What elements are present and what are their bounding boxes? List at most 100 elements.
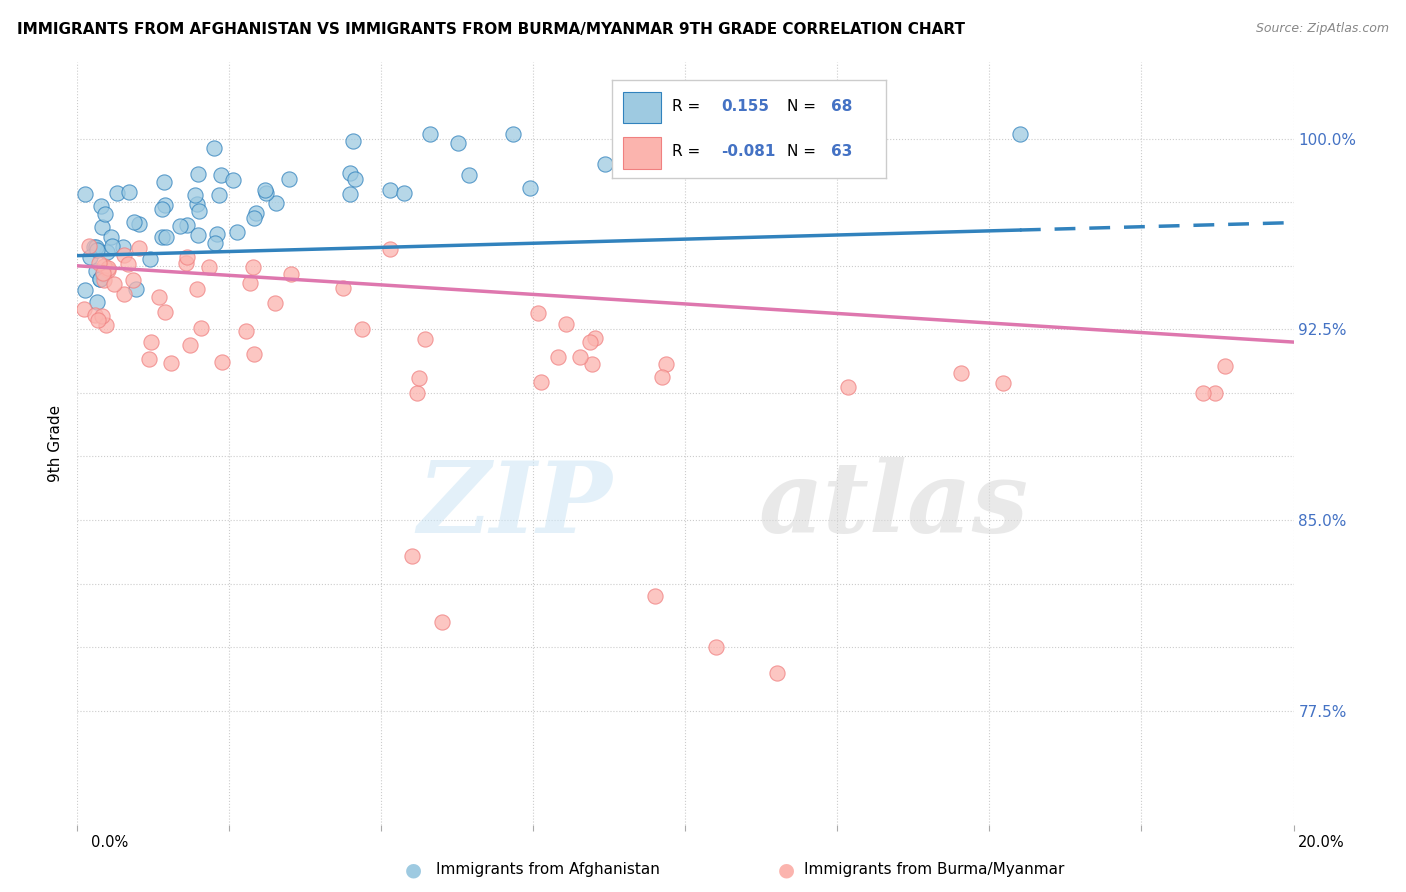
Point <box>226 225 249 239</box>
Point <box>401 549 423 563</box>
Point <box>253 183 276 197</box>
Point <box>91 219 114 234</box>
Point <box>153 304 176 318</box>
Point <box>644 589 666 603</box>
Point <box>569 351 592 365</box>
Point <box>79 250 101 264</box>
Point <box>86 294 108 309</box>
Point <box>530 375 553 389</box>
Point <box>778 127 800 141</box>
Point <box>796 127 818 141</box>
Point <box>837 380 859 394</box>
Point <box>93 259 115 273</box>
Text: -0.081: -0.081 <box>721 145 776 160</box>
Point <box>179 338 201 352</box>
Point <box>765 665 787 680</box>
Point <box>101 239 124 253</box>
Point <box>264 296 287 310</box>
Point <box>1192 385 1215 400</box>
Point <box>188 203 211 218</box>
Bar <box>623 137 661 169</box>
Point <box>190 321 212 335</box>
Point <box>93 273 115 287</box>
Point <box>117 186 139 200</box>
Point <box>704 127 727 141</box>
Point <box>208 188 231 202</box>
Point <box>73 302 96 317</box>
Point <box>91 266 114 280</box>
Point <box>204 235 226 250</box>
Point <box>264 195 287 210</box>
Point <box>87 312 110 326</box>
Point <box>97 260 120 275</box>
Point <box>211 354 233 368</box>
Point <box>153 198 176 212</box>
Point <box>651 370 673 384</box>
Text: ●: ● <box>778 860 794 880</box>
Point <box>245 206 267 220</box>
Point <box>242 260 264 274</box>
Point <box>661 127 683 141</box>
Point <box>406 385 429 400</box>
Point <box>90 199 112 213</box>
Point <box>519 181 541 195</box>
Point <box>89 271 111 285</box>
Point <box>150 230 173 244</box>
Point <box>527 306 550 320</box>
Text: R =: R = <box>672 145 704 160</box>
Point <box>122 273 145 287</box>
Point <box>148 290 170 304</box>
Point <box>430 615 453 629</box>
Point <box>91 309 114 323</box>
Point <box>176 250 198 264</box>
Text: 68: 68 <box>831 99 852 114</box>
Point <box>581 357 603 371</box>
Point <box>280 267 302 281</box>
Point <box>1008 127 1031 141</box>
Point <box>152 175 174 189</box>
Point <box>112 248 135 262</box>
Point <box>128 241 150 255</box>
Point <box>83 240 105 254</box>
Point <box>169 219 191 234</box>
Point <box>221 173 243 187</box>
Point <box>128 217 150 231</box>
Point <box>613 127 636 141</box>
Point <box>94 318 117 333</box>
Point <box>96 263 118 277</box>
Text: R =: R = <box>672 99 704 114</box>
Point <box>502 127 524 141</box>
Point <box>408 370 430 384</box>
Point <box>378 183 401 197</box>
Point <box>655 357 678 371</box>
Text: N =: N = <box>787 99 821 114</box>
Point <box>75 283 97 297</box>
Point <box>187 227 209 242</box>
Point <box>243 346 266 360</box>
Point <box>186 282 208 296</box>
Point <box>198 260 221 274</box>
Point <box>100 230 122 244</box>
Point <box>91 267 114 281</box>
Point <box>105 186 128 201</box>
Point <box>205 227 228 241</box>
Point <box>339 187 361 202</box>
Point <box>593 157 616 171</box>
Point <box>704 640 727 655</box>
Point <box>75 187 97 202</box>
Text: 0.0%: 0.0% <box>91 836 128 850</box>
Point <box>94 207 117 221</box>
Point <box>176 218 198 232</box>
Point <box>87 255 110 269</box>
Point <box>239 276 262 290</box>
Text: N =: N = <box>787 145 821 160</box>
Y-axis label: 9th Grade: 9th Grade <box>48 405 63 483</box>
Point <box>392 186 415 200</box>
Point <box>458 168 481 182</box>
Point <box>174 256 197 270</box>
Text: IMMIGRANTS FROM AFGHANISTAN VS IMMIGRANTS FROM BURMA/MYANMAR 9TH GRADE CORRELATI: IMMIGRANTS FROM AFGHANISTAN VS IMMIGRANT… <box>17 22 965 37</box>
Point <box>352 321 374 335</box>
Point <box>547 350 569 364</box>
Point <box>991 376 1014 390</box>
Text: ZIP: ZIP <box>418 457 613 553</box>
